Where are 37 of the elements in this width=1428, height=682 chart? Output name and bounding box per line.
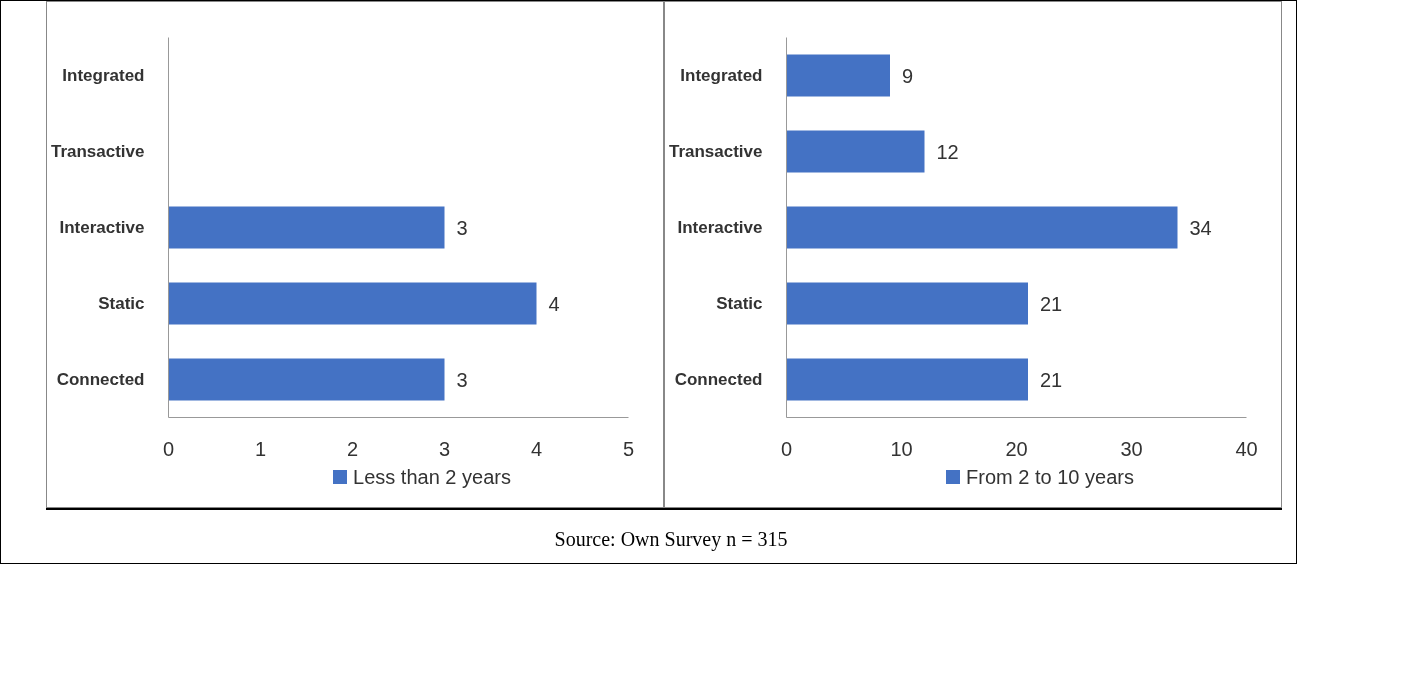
legend-label: From 2 to 10 years — [965, 465, 1134, 490]
data-label: 4 — [548, 292, 560, 315]
data-label: 12 — [936, 140, 959, 163]
y-tick-label: Interactive — [677, 218, 763, 237]
y-tick-label: Transactive — [668, 142, 763, 161]
legend-label: Less than 2 years — [352, 465, 511, 490]
bar — [786, 358, 1028, 401]
x-tick-label: 4 — [530, 437, 543, 460]
y-tick-label: Connected — [56, 370, 145, 389]
x-tick-label: 1 — [254, 437, 267, 460]
data-label: 3 — [456, 216, 468, 239]
y-tick-label: Integrated — [680, 66, 763, 85]
data-label: 21 — [1040, 292, 1063, 315]
bar — [786, 54, 890, 97]
bar — [786, 206, 1178, 249]
x-tick-label: 0 — [162, 437, 175, 460]
x-tick-label: 2 — [346, 437, 359, 460]
y-tick-label: Integrated — [62, 66, 145, 85]
y-tick-label: Static — [98, 294, 145, 313]
bar — [786, 130, 925, 173]
data-label: 34 — [1189, 216, 1212, 239]
data-label: 3 — [456, 368, 468, 391]
bar — [786, 282, 1028, 325]
y-tick-label: Static — [716, 294, 763, 313]
y-tick-label: Connected — [674, 370, 763, 389]
data-label: 9 — [902, 64, 914, 87]
x-tick-label: 10 — [890, 437, 913, 460]
x-tick-label: 40 — [1235, 437, 1258, 460]
y-tick-label: Interactive — [59, 218, 145, 237]
x-tick-label: 20 — [1005, 437, 1028, 460]
source-note: Source: Own Survey n = 315 — [554, 526, 788, 553]
x-tick-label: 0 — [780, 437, 793, 460]
data-label: 21 — [1040, 368, 1063, 391]
x-tick-label: 3 — [438, 437, 451, 460]
x-tick-label: 30 — [1120, 437, 1143, 460]
x-tick-label: 5 — [622, 437, 635, 460]
y-tick-label: Transactive — [50, 142, 145, 161]
